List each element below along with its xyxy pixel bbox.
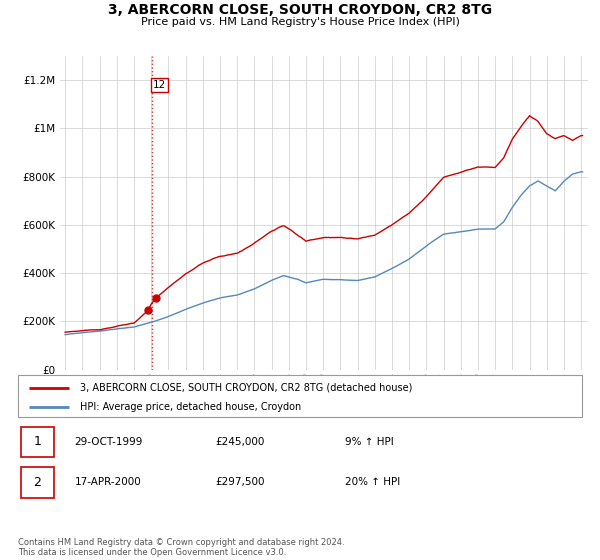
Text: 20% ↑ HPI: 20% ↑ HPI	[345, 478, 400, 488]
Text: Price paid vs. HM Land Registry's House Price Index (HPI): Price paid vs. HM Land Registry's House …	[140, 17, 460, 27]
Text: Contains HM Land Registry data © Crown copyright and database right 2024.
This d: Contains HM Land Registry data © Crown c…	[18, 538, 344, 557]
Text: 9% ↑ HPI: 9% ↑ HPI	[345, 437, 394, 447]
Text: 1: 1	[33, 435, 41, 448]
Text: 17-APR-2000: 17-APR-2000	[74, 478, 141, 488]
FancyBboxPatch shape	[21, 427, 53, 457]
FancyBboxPatch shape	[21, 467, 53, 498]
Text: 12: 12	[153, 80, 166, 90]
Text: HPI: Average price, detached house, Croydon: HPI: Average price, detached house, Croy…	[80, 402, 301, 412]
Text: 3, ABERCORN CLOSE, SOUTH CROYDON, CR2 8TG (detached house): 3, ABERCORN CLOSE, SOUTH CROYDON, CR2 8T…	[80, 383, 412, 393]
Text: £245,000: £245,000	[215, 437, 265, 447]
FancyBboxPatch shape	[18, 375, 582, 417]
Text: 29-OCT-1999: 29-OCT-1999	[74, 437, 143, 447]
Text: 3, ABERCORN CLOSE, SOUTH CROYDON, CR2 8TG: 3, ABERCORN CLOSE, SOUTH CROYDON, CR2 8T…	[108, 3, 492, 17]
Text: 2: 2	[33, 476, 41, 489]
Text: £297,500: £297,500	[215, 478, 265, 488]
